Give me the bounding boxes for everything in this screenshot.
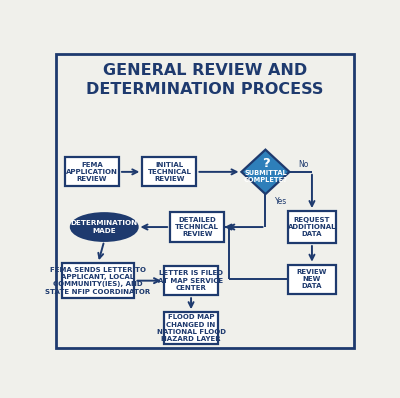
FancyBboxPatch shape <box>170 213 224 242</box>
Text: Yes: Yes <box>275 197 287 206</box>
Text: DETERMINATION
MADE: DETERMINATION MADE <box>71 220 138 234</box>
Text: FEMA
APPLICATION
REVIEW: FEMA APPLICATION REVIEW <box>66 162 118 182</box>
Text: LETTER IS FILED
AT MAP SERVICE
CENTER: LETTER IS FILED AT MAP SERVICE CENTER <box>158 270 224 291</box>
FancyBboxPatch shape <box>142 157 196 186</box>
FancyBboxPatch shape <box>65 157 119 186</box>
FancyBboxPatch shape <box>288 211 336 243</box>
FancyBboxPatch shape <box>62 263 134 298</box>
FancyBboxPatch shape <box>288 265 336 294</box>
Text: DETAILED
TECHNICAL
REVIEW: DETAILED TECHNICAL REVIEW <box>175 217 219 237</box>
Text: FEMA SENDS LETTER TO
APPLICANT, LOCAL
COMMUNITY(IES), AND
STATE NFIP COORDINATOR: FEMA SENDS LETTER TO APPLICANT, LOCAL CO… <box>46 267 151 295</box>
Ellipse shape <box>71 213 138 241</box>
Text: REVIEW
NEW
DATA: REVIEW NEW DATA <box>297 269 327 289</box>
FancyBboxPatch shape <box>164 266 218 295</box>
Polygon shape <box>242 150 290 194</box>
Text: REQUEST
ADDITIONAL
DATA: REQUEST ADDITIONAL DATA <box>288 217 336 237</box>
Text: SUBMITTAL
COMPLETE?: SUBMITTAL COMPLETE? <box>244 170 288 183</box>
Text: ?: ? <box>262 157 269 170</box>
Text: No: No <box>298 160 309 169</box>
FancyBboxPatch shape <box>164 312 218 344</box>
Text: FLOOD MAP
CHANGED IN
NATIONAL FLOOD
HAZARD LAYER: FLOOD MAP CHANGED IN NATIONAL FLOOD HAZA… <box>156 314 226 342</box>
Text: INITIAL
TECHNICAL
REVIEW: INITIAL TECHNICAL REVIEW <box>148 162 191 182</box>
FancyBboxPatch shape <box>56 54 354 348</box>
Text: GENERAL REVIEW AND
DETERMINATION PROCESS: GENERAL REVIEW AND DETERMINATION PROCESS <box>86 63 324 97</box>
